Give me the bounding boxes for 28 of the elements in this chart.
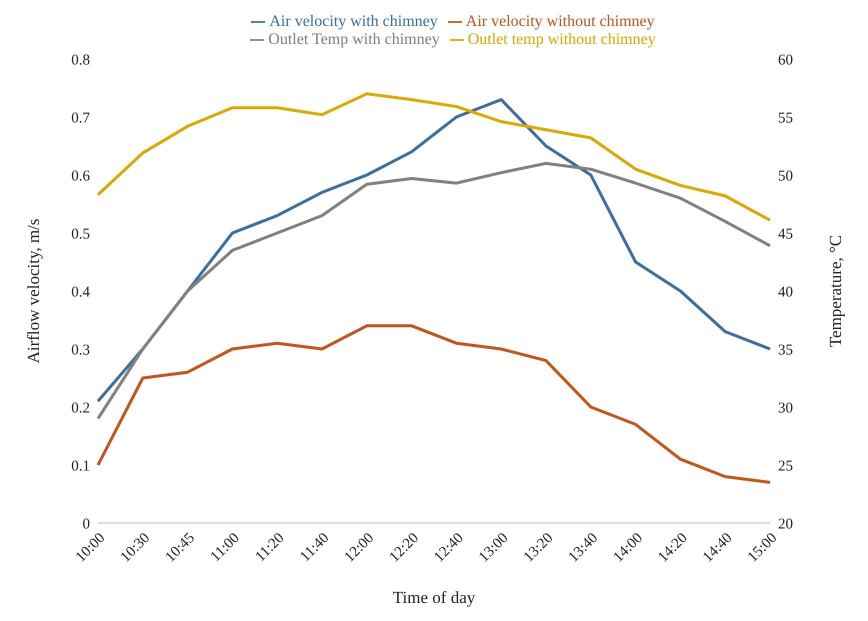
y2-tick-label: 50 bbox=[778, 168, 793, 184]
y2-tick-label: 25 bbox=[778, 458, 793, 474]
y2-tick-label: 40 bbox=[778, 284, 793, 300]
legend-label: Outlet temp without chimney bbox=[468, 31, 656, 48]
y-axis-title: Airflow velocity, m/s bbox=[24, 218, 44, 364]
y-tick-label: 0 bbox=[82, 516, 90, 532]
y2-axis-title: Temperature, °C bbox=[826, 234, 846, 348]
y-tick-label: 0.8 bbox=[71, 52, 90, 68]
legend-label: Air velocity with chimney bbox=[269, 13, 438, 30]
y-tick-label: 0.3 bbox=[71, 342, 90, 358]
y2-tick-label: 55 bbox=[778, 110, 793, 126]
line-series bbox=[96, 92, 772, 222]
y2-tick-label: 20 bbox=[778, 516, 793, 532]
y-tick-label: 0.6 bbox=[71, 168, 90, 184]
y-tick-label: 0.5 bbox=[71, 226, 90, 242]
legend-label: Air velocity without chimney bbox=[466, 13, 655, 30]
y-tick-label: 0.2 bbox=[71, 400, 90, 416]
x-axis-title: Time of day bbox=[392, 588, 476, 607]
y2-tick-label: 30 bbox=[778, 400, 793, 416]
line-series bbox=[96, 324, 772, 484]
y2-tick-label: 45 bbox=[778, 226, 793, 242]
y2-tick-label: 35 bbox=[778, 342, 793, 358]
line-series bbox=[96, 162, 772, 420]
legend-label: Outlet Temp with chimney bbox=[268, 31, 440, 48]
y2-tick-label: 60 bbox=[778, 52, 793, 68]
y-tick-label: 0.7 bbox=[71, 110, 90, 126]
y-tick-label: 0.1 bbox=[71, 458, 90, 474]
y-tick-label: 0.4 bbox=[71, 284, 90, 300]
